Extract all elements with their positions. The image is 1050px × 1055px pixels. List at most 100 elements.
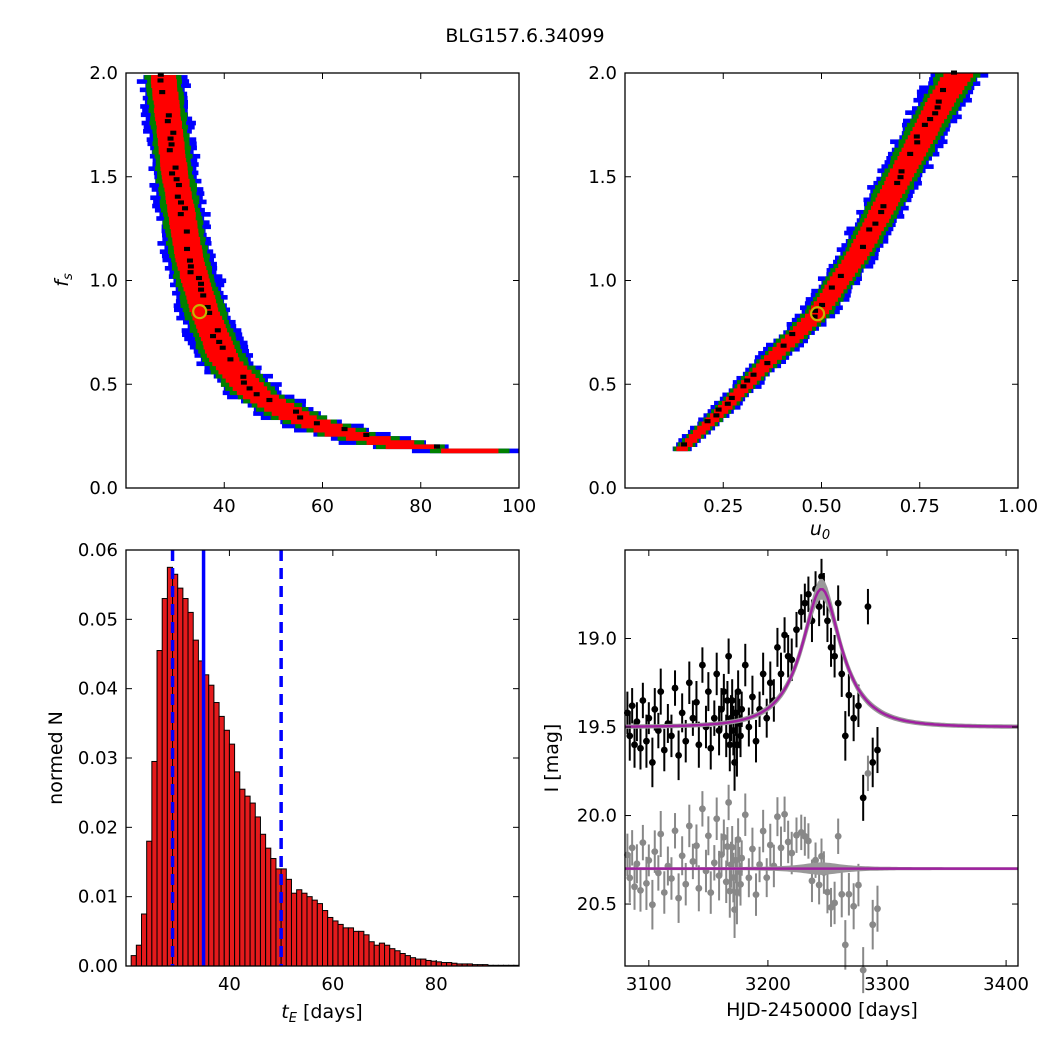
residual-point — [781, 810, 788, 818]
fs-te-core-cell — [157, 78, 164, 83]
fs-te-inner-band-cell — [176, 261, 205, 267]
fs-te-xtick-label: 60 — [311, 496, 334, 517]
histogram-bar — [161, 598, 168, 967]
fs-te-core-cell — [240, 380, 247, 385]
fs-te-core-cell — [183, 229, 190, 234]
data-point — [859, 794, 867, 802]
histogram-bar — [228, 743, 236, 967]
fs-u0-core-cell — [780, 343, 787, 348]
histogram-bar — [192, 639, 199, 967]
histogram-bar — [389, 948, 396, 967]
fs-te-core-cell — [173, 177, 180, 182]
fs-te-inner-band-cell — [209, 357, 240, 362]
histogram-bar — [404, 955, 411, 967]
fs-te-inner-band-cell — [187, 299, 217, 304]
fs-u0-inner-band-cell — [907, 135, 936, 140]
residual-point — [737, 880, 744, 888]
data-point — [645, 714, 653, 722]
fs-te-core-cell — [434, 444, 441, 449]
data-point — [689, 714, 697, 722]
fs-u0-core-cell — [914, 140, 921, 145]
residual-point — [725, 799, 733, 806]
fs-u0-inner-band-cell — [875, 197, 901, 203]
fs-u0-inner-band-cell — [903, 143, 931, 149]
fs-te-inner-band-cell — [150, 79, 177, 84]
residual-point — [855, 881, 862, 889]
fs-te-inner-band-cell — [151, 83, 178, 89]
fs-u0-inner-band-cell — [819, 292, 842, 298]
fs-te-xtick-label: 80 — [409, 496, 432, 517]
residual-point — [633, 860, 641, 868]
residual-point — [631, 883, 638, 891]
fs-u0-density-heatmap — [672, 70, 989, 452]
residual-point — [693, 842, 700, 850]
residual-point — [660, 889, 668, 896]
fs-u0-ytick-label: 0.5 — [588, 374, 617, 395]
data-point — [654, 727, 662, 734]
fs-u0-inner-band-cell — [838, 263, 861, 269]
fs-u0-core-cell — [789, 331, 796, 337]
fs-te-inner-band-cell — [194, 319, 225, 325]
fs-u0-inner-band-cell — [924, 102, 955, 107]
fs-u0-xtick-label: 1.00 — [998, 496, 1038, 517]
fs-te-inner-band-cell — [181, 278, 210, 284]
histogram-bar — [347, 927, 355, 967]
fs-u0-inner-band-cell — [849, 247, 873, 252]
data-point — [639, 697, 647, 704]
data-point — [668, 732, 675, 740]
residual-point — [628, 844, 636, 852]
fs-te-core-cell — [166, 148, 173, 153]
residual-point — [766, 841, 774, 849]
fs-te-inner-band-cell — [324, 431, 370, 437]
fs-te-inner-band-cell — [169, 224, 198, 230]
data-point — [797, 608, 805, 616]
fs-u0-core-cell — [866, 227, 873, 232]
fs-te-core-cell — [167, 136, 174, 141]
fs-te-best-fit-marker — [192, 304, 208, 320]
data-point — [763, 714, 771, 722]
histogram-bar — [156, 650, 163, 967]
fs-te-core-cell — [363, 432, 370, 437]
histogram-bar — [342, 927, 349, 967]
fs-te-inner-band-cell — [212, 361, 244, 367]
fs-u0-inner-band-cell — [932, 89, 963, 95]
light-curve-ytick-label: 19.0 — [577, 629, 617, 650]
fs-u0-inner-band-cell — [892, 164, 919, 169]
fs-te-core-cell — [168, 142, 175, 147]
residual-point — [759, 827, 767, 835]
fs-te-core-cell — [204, 304, 211, 310]
fs-u0-inner-band-cell — [784, 334, 804, 340]
fs-u0-inner-band-cell — [796, 322, 817, 327]
fs-te-core-cell — [187, 270, 194, 275]
fs-te-ytick-label: 0.0 — [89, 478, 118, 499]
fs-u0-core-cell — [932, 111, 939, 116]
fs-te-inner-band-cell — [158, 145, 185, 151]
residual-point — [675, 894, 682, 902]
fs-u0-inner-band-cell — [733, 388, 749, 394]
fs-te-inner-band-cell — [366, 440, 415, 445]
fs-u0-inner-band-cell — [752, 367, 770, 373]
residual-point — [671, 827, 679, 835]
data-point — [834, 599, 842, 607]
fs-u0-best-fit-marker — [809, 306, 826, 322]
data-point — [841, 732, 849, 740]
residual-point — [720, 833, 728, 841]
fs-u0-core-cell — [897, 175, 904, 180]
data-point — [660, 746, 668, 754]
fs-te-inner-band-cell — [171, 232, 199, 238]
data-point — [720, 688, 728, 696]
fs-u0-core-cell — [894, 180, 901, 186]
te-histogram-ticks: 40 60 80 0.00 0.01 0.02 0.03 0.04 0.05 0.06 — [78, 540, 519, 995]
fs-te-ytick-label: 2.0 — [89, 63, 118, 84]
data-point — [637, 744, 644, 752]
data-point — [793, 626, 800, 634]
fs-te-core-cell — [227, 357, 234, 362]
data-point — [633, 718, 641, 726]
data-point — [759, 670, 767, 678]
fs-u0-inner-band-cell — [772, 346, 791, 352]
fs-u0-core-cell — [935, 99, 942, 104]
fs-te-inner-band-cell — [215, 365, 248, 371]
fs-u0-inner-band-cell — [808, 309, 830, 315]
fs-u0-inner-band-cell — [718, 405, 733, 410]
fs-te-inner-band-cell — [257, 402, 295, 408]
